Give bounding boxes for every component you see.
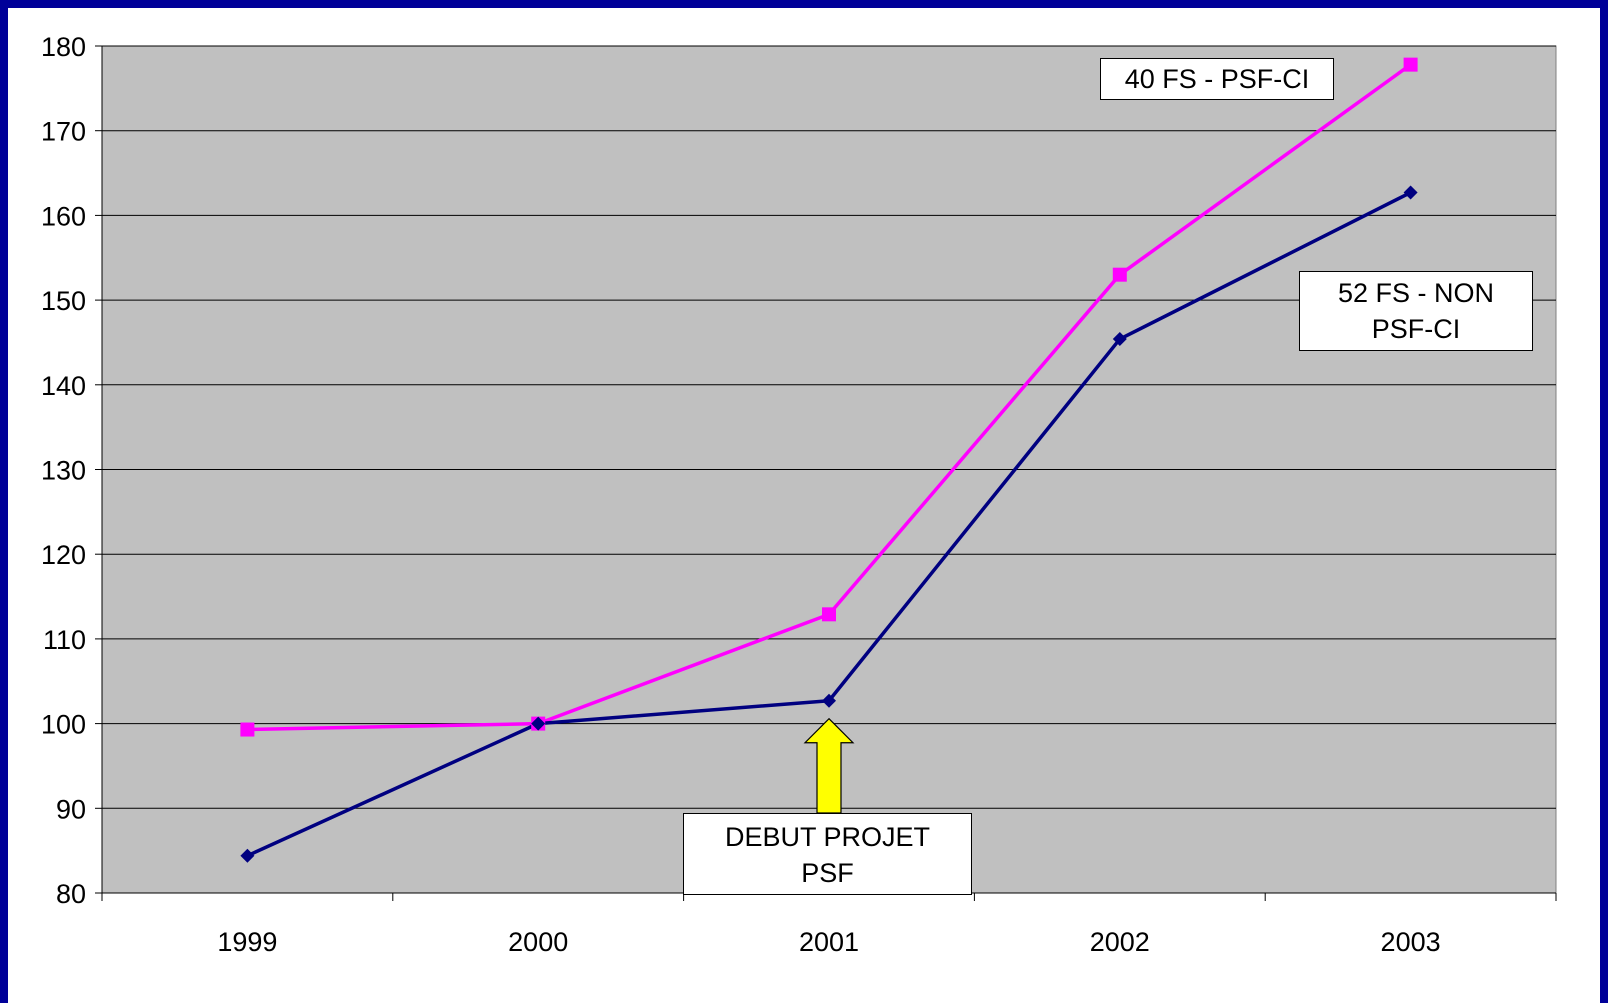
y-tick-label: 160 xyxy=(41,201,86,231)
chart-frame: 80 90 100 110 120 130 140 150 160 170 180 1999 2000… xyxy=(8,8,1600,1003)
x-tick-label: 2000 xyxy=(508,927,568,957)
data-point-square xyxy=(1112,267,1127,282)
data-point-diamond xyxy=(531,716,546,731)
y-tick-label: 90 xyxy=(56,794,86,824)
y-tick-label: 80 xyxy=(56,879,86,909)
y-tick-label: 130 xyxy=(41,456,86,486)
series-label-non-psf-ci: 52 FS - NON PSF-CI xyxy=(1299,271,1533,351)
y-axis-ticks: 80 90 100 110 120 130 140 150 160 170 180 xyxy=(41,32,102,909)
data-point-square xyxy=(1403,57,1418,72)
data-point-diamond xyxy=(1112,332,1127,347)
series-label-psf-ci: 40 FS - PSF-CI xyxy=(1100,58,1334,100)
x-tick-label: 2002 xyxy=(1090,927,1150,957)
data-point-diamond xyxy=(1403,185,1418,200)
x-tick-label: 2003 xyxy=(1381,927,1441,957)
data-point-diamond xyxy=(822,693,836,708)
y-tick-label: 180 xyxy=(41,32,86,62)
y-tick-label: 120 xyxy=(41,540,86,570)
y-tick-label: 170 xyxy=(41,117,86,147)
y-tick-label: 140 xyxy=(41,371,86,401)
series-layer xyxy=(240,57,1418,863)
line-chart: 80 90 100 110 120 130 140 150 160 170 180 1999 2000… xyxy=(41,32,1557,957)
data-point-square xyxy=(240,722,255,737)
y-tick-label: 150 xyxy=(41,286,86,316)
data-point-square xyxy=(822,607,836,622)
y-tick-label: 100 xyxy=(41,710,86,740)
project-start-label: DEBUT PROJET PSF xyxy=(683,813,972,895)
y-tick-label: 110 xyxy=(43,625,86,655)
x-tick-label: 2001 xyxy=(799,927,859,957)
x-tick-label: 1999 xyxy=(217,927,277,957)
x-axis-ticks: 1999 2000 2001 2002 2003 xyxy=(101,893,1557,957)
data-point-diamond xyxy=(240,848,255,863)
